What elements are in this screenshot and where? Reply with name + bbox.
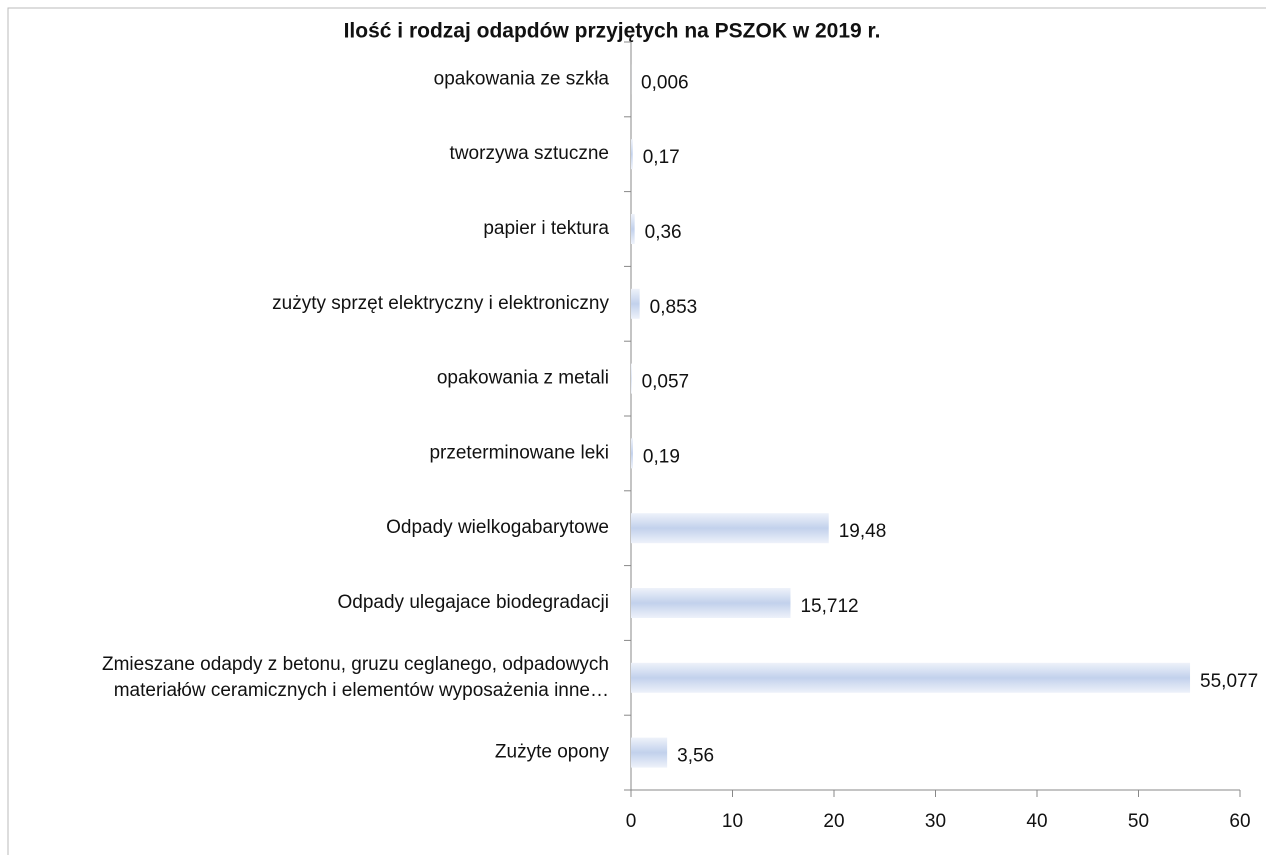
y-tick-label: przeterminowane leki — [429, 442, 609, 463]
value-label: 3,56 — [677, 746, 714, 767]
value-label: 19,48 — [839, 521, 887, 542]
bar — [631, 214, 635, 244]
y-tick-label: Odpady wielkogabarytowe — [386, 517, 609, 538]
y-tick-label: zużyty sprzęt elektryczny i elektroniczn… — [272, 293, 609, 314]
chart-title: Ilość i rodzaj odapdów przyjętych na PSZ… — [344, 20, 881, 43]
x-tick-label: 40 — [1026, 811, 1047, 832]
value-label: 55,077 — [1200, 671, 1258, 692]
x-tick-label: 50 — [1128, 811, 1149, 832]
value-label: 0,006 — [641, 72, 689, 93]
y-tick-label: Zmieszane odapdy z betonu, gruzu ceglane… — [102, 654, 609, 701]
bar — [631, 513, 829, 544]
bar — [631, 438, 633, 469]
y-tick-label: opakowania ze szkła — [434, 68, 610, 89]
x-tick-label: 20 — [823, 811, 844, 832]
label-line: materiałów ceramicznych i elementów wypo… — [114, 680, 609, 701]
y-tick-label: tworzywa sztuczne — [450, 143, 609, 164]
x-tick-label: 10 — [722, 811, 743, 832]
y-tick-label: Zużyte opony — [495, 742, 610, 763]
y-tick-label: opakowania z metali — [437, 368, 609, 389]
bar — [631, 288, 640, 319]
y-tick-label: papier i tektura — [483, 218, 609, 239]
x-tick-label: 60 — [1229, 811, 1250, 832]
value-label: 0,36 — [645, 222, 682, 243]
bar — [631, 588, 791, 618]
value-label: 0,853 — [650, 297, 698, 318]
value-label: 0,17 — [643, 147, 680, 168]
value-label: 0,19 — [643, 446, 680, 467]
label-line: Zmieszane odapdy z betonu, gruzu ceglane… — [102, 654, 609, 675]
y-tick-label: Odpady ulegajace biodegradacji — [338, 592, 609, 613]
bar — [631, 139, 633, 170]
chart-frame — [7, 7, 1266, 855]
value-label: 0,057 — [642, 372, 690, 393]
value-label: 15,712 — [800, 596, 858, 617]
bar — [631, 363, 632, 394]
x-tick-label: 0 — [626, 811, 637, 832]
bar — [631, 737, 668, 768]
bar — [631, 662, 1191, 693]
x-tick-label: 30 — [925, 811, 946, 832]
